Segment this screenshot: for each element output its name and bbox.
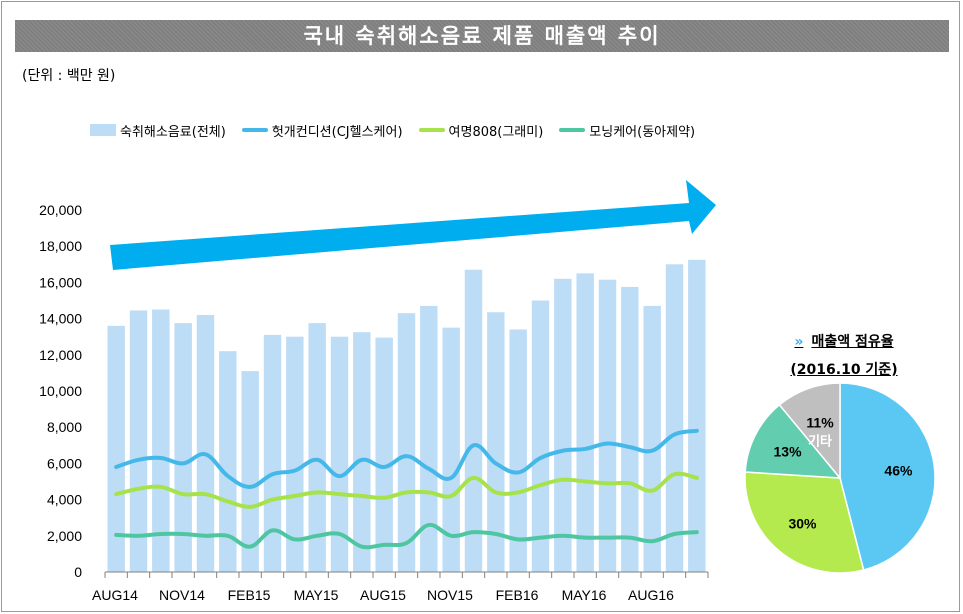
series-line [114,471,699,509]
y-tick-label: 6,000 [47,455,82,471]
pie-title: » 매출액 점유율 (2016.10 기준) [754,328,934,384]
bar [442,327,460,572]
y-tick-label: 0 [74,564,82,580]
bar [152,309,170,572]
bar [107,325,125,572]
bar [286,336,304,572]
legend-swatch [90,124,116,136]
bar [420,305,438,572]
pie-subtitle: (2016.10 기준) [790,362,898,378]
bar [576,273,594,572]
y-tick-label: 20,000 [39,202,82,218]
y-tick-label: 4,000 [47,492,82,508]
bar [397,313,416,572]
legend-swatch [418,128,445,132]
bar [531,300,550,572]
pie-slice [839,382,936,571]
x-tick-label: MAY16 [562,587,607,603]
legend-swatch [241,128,268,132]
legend: 숙취해소음료(전체) 헛개컨디션(CJ헬스케어) 여명808(그래미) 모닝케어… [90,120,711,140]
x-tick-label: MAY15 [294,587,339,603]
y-tick-label: 2,000 [47,528,82,544]
pie-title-text: 매출액 점유율 [811,334,894,350]
unit-label: (단위 : 백만 원) [22,68,116,84]
pie-title-marker: » [794,334,804,350]
bar [643,305,661,572]
legend-item-condition: 헛개컨디션(CJ헬스케어) [241,121,403,140]
bar [665,264,684,572]
pie-slice-label: 11% [806,415,834,431]
bar [688,259,706,572]
bar [196,314,215,572]
bar [464,269,483,572]
legend-label: 숙취해소음료(전체) [120,124,226,140]
pie-slice [778,382,841,481]
bar [554,278,572,572]
pie-slice-sublabel: 기타 [808,434,832,450]
bar [598,279,617,572]
legend-label: 헛개컨디션(CJ헬스케어) [271,124,403,140]
bar [353,332,371,572]
y-tick-label: 14,000 [39,311,82,327]
y-tick-label: 8,000 [47,419,82,435]
chart-title: 국내 숙취해소음료 제품 매출액 추이 [15,20,949,52]
bar [263,334,282,572]
pie-slice [744,471,865,574]
bar [129,310,148,572]
legend-item-total: 숙취해소음료(전체) [90,121,226,140]
pie-slice-label: 30% [788,515,817,531]
x-tick-label: NOV15 [427,587,473,603]
legend-label: 모닝케어(동아제약) [589,124,696,140]
x-tick-label: AUG15 [360,587,406,603]
bar [330,336,349,572]
bar [241,371,259,572]
pie-slice-label: 13% [774,443,803,459]
trend-arrow [110,180,716,270]
x-tick-label: FEB16 [496,587,539,603]
bar [487,312,505,572]
bar [219,351,237,572]
bar [174,323,192,572]
bar [375,337,393,572]
pie-slice [744,403,842,479]
bar [308,323,326,572]
y-tick-label: 12,000 [39,347,82,363]
series-line [114,522,699,550]
x-tick-label: AUG16 [628,587,674,603]
legend-item-morningcare: 모닝케어(동아제약) [559,121,695,140]
legend-swatch [559,128,586,132]
y-tick-label: 10,000 [39,383,82,399]
pie-slice-label: 46% [884,463,913,479]
x-tick-label: NOV14 [159,587,205,603]
series-line [114,428,699,489]
x-tick-label: AUG14 [92,587,138,603]
y-tick-label: 16,000 [39,274,82,290]
legend-item-yeomyeong: 여명808(그래미) [418,121,544,140]
legend-label: 여명808(그래미) [448,124,544,140]
y-tick-label: 18,000 [39,238,82,254]
bar [621,286,639,572]
bar [509,329,527,572]
x-tick-label: FEB15 [228,587,271,603]
